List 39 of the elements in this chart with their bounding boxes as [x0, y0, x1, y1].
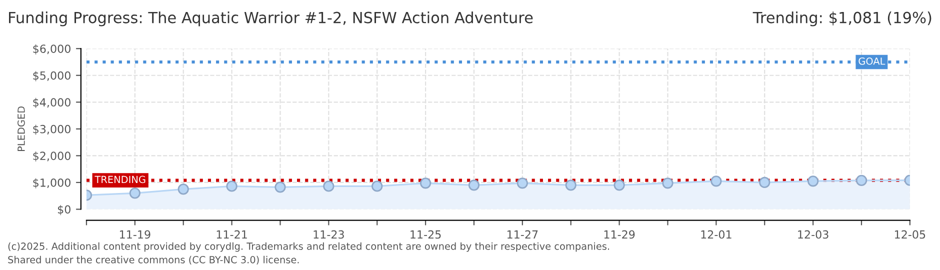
y-tick-label: $0 — [58, 205, 70, 216]
point — [274, 182, 286, 193]
point — [420, 178, 432, 189]
point — [226, 180, 238, 192]
x-tick-label: 11-29 — [604, 230, 635, 239]
point — [614, 180, 625, 191]
x-tick-label: 11-19 — [120, 230, 150, 239]
y-tick-label: $6,000 — [33, 44, 70, 54]
point — [516, 178, 528, 189]
y-tick-label: $1,000 — [33, 178, 70, 188]
y-tick-label: $4,000 — [33, 98, 70, 108]
x-tick-label: 11-21 — [216, 230, 247, 239]
point — [129, 188, 140, 199]
x-tick-label: 11-25 — [410, 230, 441, 239]
text: Shared under the creative commons (CC BY-NC 3.0) license. — [8, 256, 299, 265]
ref-line-label: GOAL — [858, 57, 886, 65]
point — [372, 180, 383, 192]
x-tick-label: 12-01 — [701, 230, 732, 239]
point — [856, 174, 868, 186]
y-axis-title: PLEDGED — [18, 106, 25, 152]
point — [807, 176, 819, 187]
point — [759, 176, 770, 188]
point — [323, 180, 334, 192]
point — [565, 180, 576, 191]
x-tick-label: 11-27 — [507, 230, 538, 239]
x-tick-label: 12-05 — [894, 230, 926, 239]
y-tick-label: $3,000 — [33, 124, 70, 135]
point — [710, 176, 722, 187]
text: (c)2025. Additional content provided by corydlg. Trademarks and related content are owned by their respective companies. — [8, 242, 610, 252]
y-tick-label: $2,000 — [33, 151, 70, 162]
chart-subtitle: Trending: $1,081 (19%) — [752, 12, 932, 26]
point — [178, 184, 189, 195]
x-tick-label: 12-03 — [798, 230, 828, 239]
y-tick-label: $5,000 — [33, 71, 70, 82]
chart-title: Funding Progress: The Aquatic Warrior #1-2, NSFW Action Adventure — [9, 12, 533, 26]
point — [468, 180, 480, 191]
point — [662, 178, 674, 189]
ref-line-label: TRENDING — [94, 176, 146, 184]
x-tick-label: 11-23 — [314, 230, 344, 239]
